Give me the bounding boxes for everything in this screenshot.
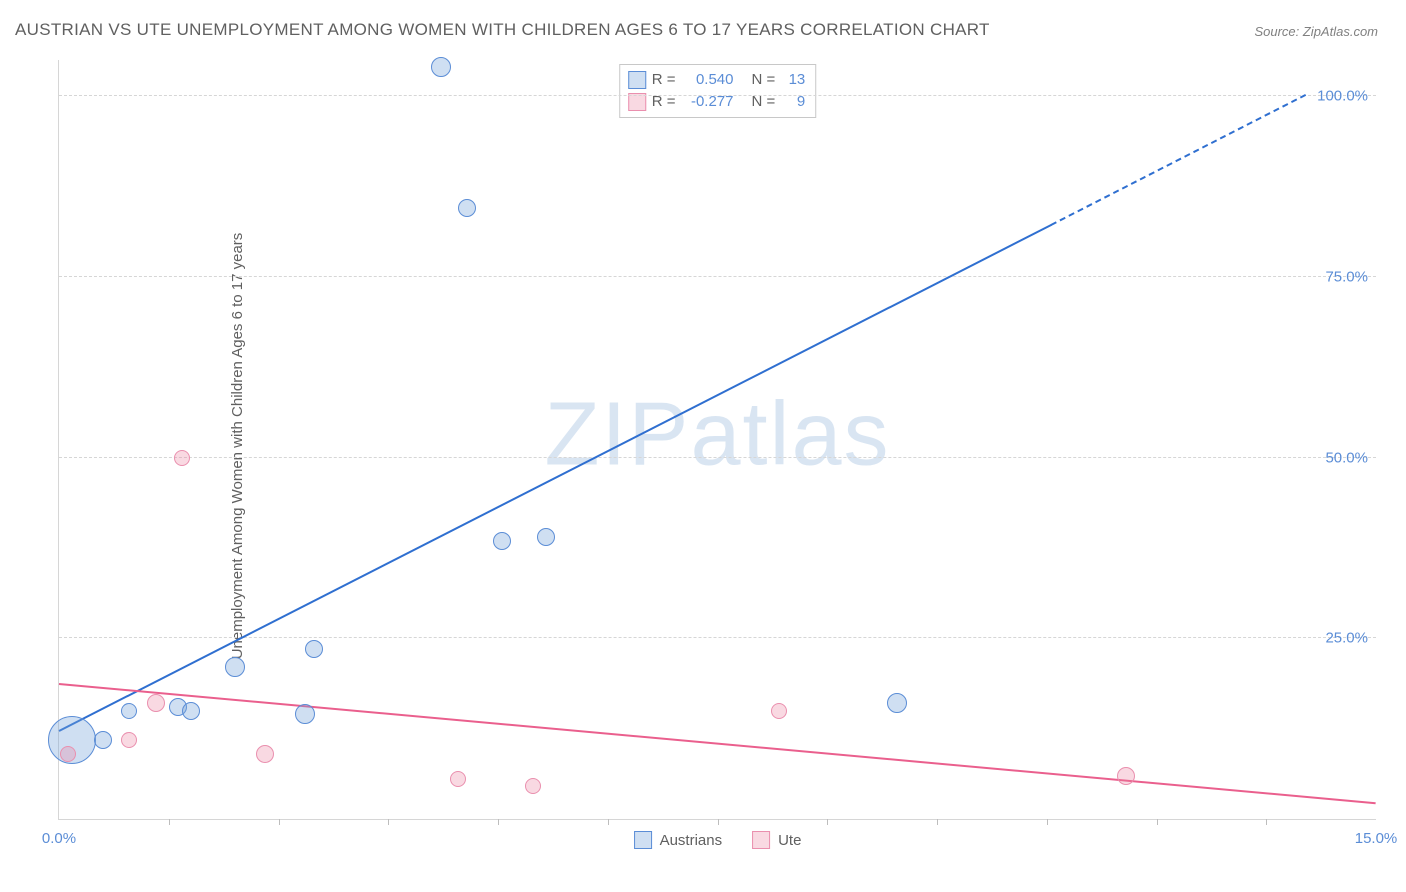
legend-stats-row-austrians: R = 0.540 N = 13 [628,69,806,91]
x-tick [1157,819,1158,825]
x-tick [169,819,170,825]
data-point [771,703,787,719]
swatch-austrians-icon [628,71,646,89]
data-point [147,694,165,712]
plot-area: ZIPatlas R = 0.540 N = 13 R = -0.277 N =… [58,60,1376,820]
data-point [295,704,315,724]
legend-item-ute: Ute [752,831,801,849]
x-tick [827,819,828,825]
r-value: 0.540 [682,69,734,91]
n-value: 13 [781,69,805,91]
y-tick-label: 100.0% [1307,88,1368,105]
chart-container: AUSTRIAN VS UTE UNEMPLOYMENT AMONG WOMEN… [0,0,1406,892]
data-point [1117,767,1135,785]
x-tick [608,819,609,825]
gridline [59,95,1376,96]
y-tick-label: 25.0% [1315,630,1368,647]
gridline [59,637,1376,638]
trend-line [59,683,1376,804]
y-tick-label: 75.0% [1315,268,1368,285]
swatch-austrians-icon [634,831,652,849]
data-point [174,450,190,466]
x-tick [279,819,280,825]
data-point [525,778,541,794]
legend-label: Ute [778,832,801,849]
data-point [225,657,245,677]
data-point [431,57,451,77]
swatch-ute-icon [752,831,770,849]
data-point [458,199,476,217]
trend-line [1051,94,1307,226]
x-tick [388,819,389,825]
watermark-bold: ZIP [544,384,690,484]
x-tick [937,819,938,825]
chart-title: AUSTRIAN VS UTE UNEMPLOYMENT AMONG WOMEN… [15,20,990,40]
data-point [305,640,323,658]
legend-item-austrians: Austrians [634,831,723,849]
legend-stats-box: R = 0.540 N = 13 R = -0.277 N = 9 [619,64,817,118]
x-tick-label: 15.0% [1355,830,1398,847]
data-point [450,771,466,787]
data-point [94,731,112,749]
watermark: ZIPatlas [544,383,890,486]
data-point [537,528,555,546]
source-attribution: Source: ZipAtlas.com [1254,24,1378,39]
data-point [121,703,137,719]
trend-line [59,224,1052,732]
legend-label: Austrians [660,832,723,849]
x-tick [1047,819,1048,825]
x-tick [718,819,719,825]
data-point [887,693,907,713]
data-point [60,746,76,762]
gridline [59,276,1376,277]
x-tick [1266,819,1267,825]
y-tick-label: 50.0% [1315,449,1368,466]
data-point [121,732,137,748]
data-point [182,702,200,720]
gridline [59,457,1376,458]
data-point [493,532,511,550]
legend-bottom: Austrians Ute [634,831,802,849]
x-tick-label: 0.0% [42,830,76,847]
n-label: N = [752,69,776,91]
x-tick [498,819,499,825]
data-point [256,745,274,763]
watermark-thin: atlas [690,384,890,484]
r-label: R = [652,69,676,91]
